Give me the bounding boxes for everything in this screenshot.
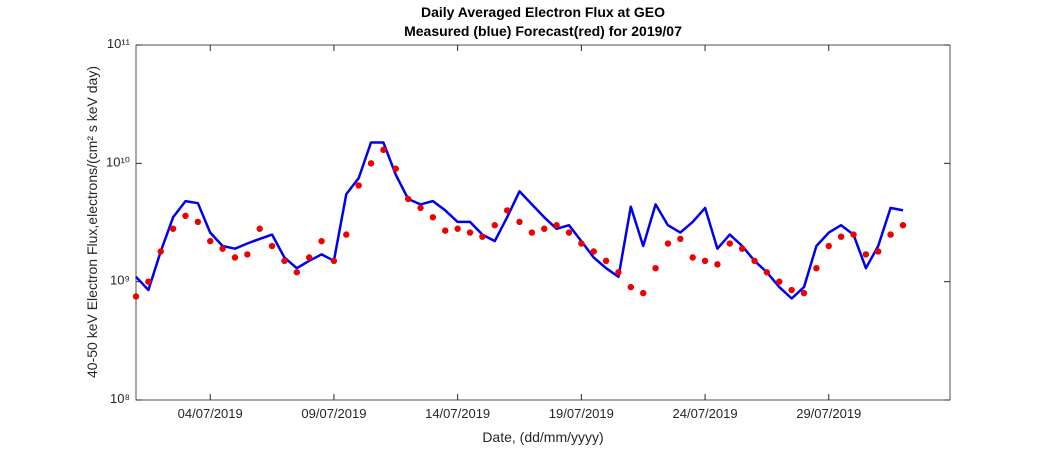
forecast-point [689,254,696,261]
forecast-point [788,286,795,294]
plot-frame [135,44,951,401]
forecast-point [701,257,709,265]
forecast-point [652,264,659,272]
forecast-point [602,257,610,265]
forecast-point [578,240,585,247]
forecast-point [268,242,276,250]
x-tick-label: 24/07/2019 [673,406,738,421]
forecast-point [726,240,733,247]
forecast-point [157,248,164,255]
forecast-point [454,225,461,232]
forecast-point [899,222,907,229]
forecast-point [738,245,746,252]
x-tick-label: 14/07/2019 [425,406,490,421]
forecast-point [627,283,635,291]
x-tick-label: 29/07/2019 [796,406,861,421]
forecast-point [132,293,140,300]
y-tick-label: 10¹⁰ [106,154,130,169]
forecast-point [800,289,808,297]
x-tick-label: 09/07/2019 [301,406,366,421]
x-tick-label: 19/07/2019 [549,406,614,421]
forecast-point [404,195,412,203]
forecast-point [640,289,647,297]
forecast-point [281,257,288,265]
forecast-point [776,278,783,285]
forecast-point [417,204,424,212]
forecast-point [145,278,152,285]
forecast-point [875,248,882,255]
forecast-point [231,254,239,261]
forecast-point [392,165,399,172]
x-tick-label: 04/07/2019 [178,406,243,421]
forecast-point [825,242,832,250]
forecast-point [887,231,894,238]
forecast-point [615,269,622,276]
y-tick-label: 10¹¹ [107,36,131,51]
x-axis-label: Date, (dd/mm/yyyy) [482,429,603,445]
forecast-point [491,222,498,229]
forecast-point [442,227,449,234]
chart-title: Daily Averaged Electron Flux at GEO [421,4,665,20]
forecast-point [503,207,511,214]
forecast-point [528,229,536,236]
forecast-point [516,218,523,226]
forecast-point [380,146,387,154]
forecast-point [169,225,177,232]
measured-line [135,141,904,300]
forecast-point [466,229,474,236]
forecast-point [837,233,845,240]
forecast-point [182,212,189,220]
forecast-point [862,251,870,258]
forecast-point [479,233,486,240]
forecast-point [664,240,672,247]
forecast-point [553,222,560,229]
forecast-point [330,257,338,265]
forecast-point [207,237,214,245]
forecast-point [751,257,758,265]
chart-subtitle: Measured (blue) Forecast(red) for 2019/0… [404,23,682,39]
y-tick-label: 10⁸ [110,391,130,406]
forecast-point [677,235,684,243]
forecast-point [565,229,573,236]
forecast-point [355,182,362,189]
forecast-point [343,231,350,238]
forecast-point [293,269,301,276]
forecast-point [590,248,597,255]
forecast-point [367,160,375,167]
forecast-point [305,254,313,261]
forecast-point [541,225,548,232]
forecast-point [244,251,251,258]
forecast-point [714,261,721,268]
y-tick-label: 10⁹ [110,273,130,288]
forecast-point [194,218,202,226]
forecast-point [256,225,263,232]
forecast-point [429,214,437,221]
forecast-point [813,264,820,272]
y-axis-label: 40-50 keV Electron Flux,electrons/(cm² s… [84,66,100,378]
forecast-point [318,237,325,245]
forecast-point [219,245,226,252]
forecast-point [763,269,771,276]
forecast-point [850,231,857,238]
